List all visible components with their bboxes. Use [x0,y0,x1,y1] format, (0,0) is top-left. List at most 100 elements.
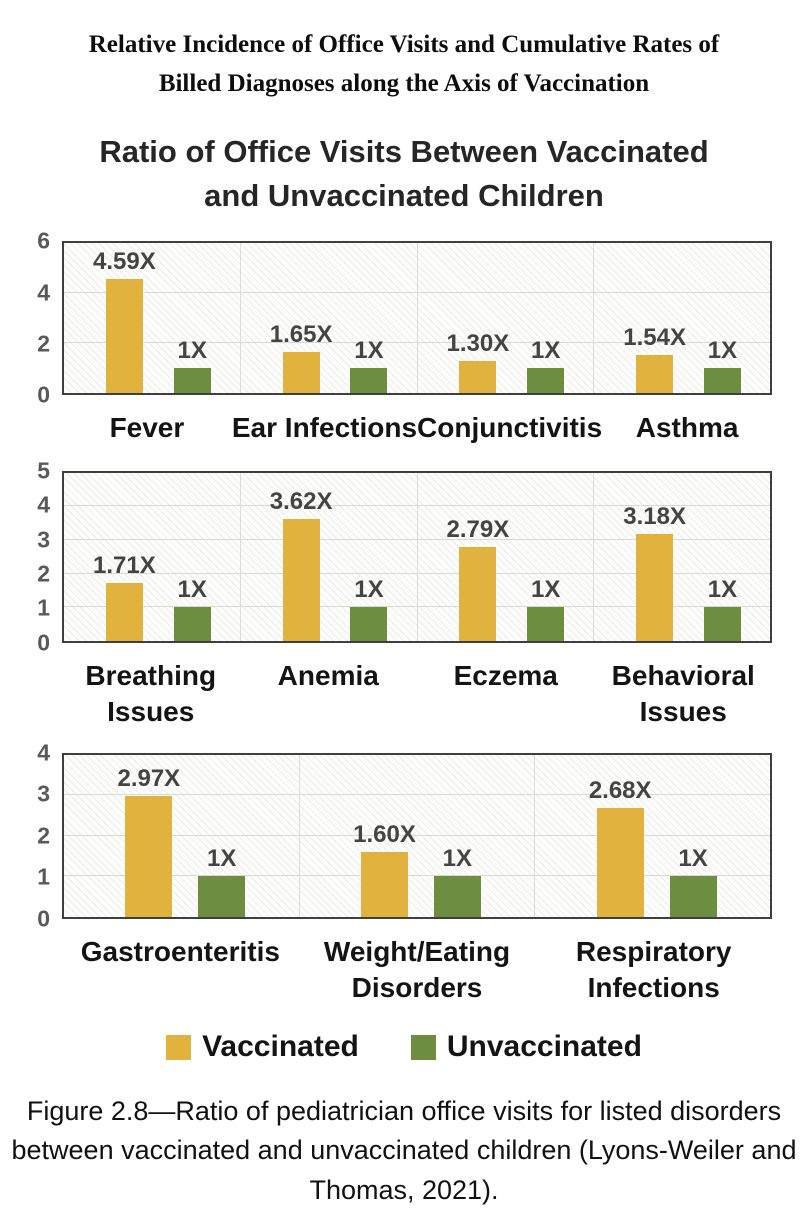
category-group: 4.59X 1X [64,243,240,394]
figure-caption-line-3: Thomas, 2021). [309,1174,499,1205]
bar-value-label: 1.54X [623,323,686,351]
category-group: 3.18X 1X [593,472,770,641]
bar-vaccinated [636,533,674,641]
chart-panel-office-visits-2: 0 1 2 3 4 5 1.71X 1X 3.62X 1X 2.79X 1X 3.18X 1X Brea… [20,459,772,731]
bar-pair: 2.97X 1X [117,755,246,917]
figure-caption-line-1: Figure 2.8—Ratio of pediatrician office … [26,1096,782,1127]
y-axis: 0 1 2 3 4 [20,741,62,930]
category-label: Gastroenteritis [62,934,299,1007]
category-group: 1.30X 1X [416,243,594,394]
bar-pair: 1.60X 1X [353,755,481,917]
bar-vaccinated [596,808,644,917]
gridline [64,834,770,836]
bar-vaccinated-wrap: 3.18X [623,473,686,641]
category-group: 2.97X 1X [64,755,299,917]
bar-value-label: 1X [678,845,708,873]
bar-value-label: 1.60X [353,820,416,848]
chart-panel-office-visits-1: 0 2 4 6 4.59X 1X 1.65X 1X 1.30X 1X 1.54X 1X Fever E… [20,229,772,446]
bar-value-label: 3.18X [623,502,686,530]
y-tick-label: 4 [37,739,50,766]
chart-legend: Vaccinated Unvaccinated [0,1030,808,1064]
y-tick-label: 1 [37,863,50,890]
category-group: 1.71X 1X [64,473,240,641]
bar-pair: 2.68X 1X [589,755,717,917]
document-title-line-1: Relative Incidence of Office Visits and … [88,31,720,58]
y-tick-label: 0 [37,629,50,656]
y-axis: 0 2 4 6 [20,229,62,406]
bar-vaccinated [125,796,173,917]
bar-unvaccinated [198,876,246,917]
bar-value-label: 2.97X [117,765,181,793]
bar-vaccinated-wrap: 1.71X [93,473,156,641]
gridline [64,794,770,796]
bar-vaccinated-wrap: 1.60X [353,755,416,917]
category-group: 1.54X 1X [593,243,770,394]
category-label-text: Behavioral Issues [611,659,755,728]
document-title-line-2: Billed Diagnoses along the Axis of Vacci… [158,69,650,97]
legend-label: Unvaccinated [446,1030,642,1064]
bar-pair: 1.30X 1X [447,243,565,394]
y-tick-label: 0 [37,905,50,932]
bar-vaccinated [459,547,497,641]
plot-area: 4.59X 1X 1.65X 1X 1.30X 1X 1.54X 1X [62,241,772,396]
category-label-text: Ear Infections [231,412,418,444]
bar-value-label: 1X [354,337,384,365]
bar-vaccinated-wrap: 1.65X [270,243,332,394]
bar-unvaccinated-wrap: 1X [198,755,246,917]
category-group: 2.79X 1X [416,472,594,641]
bar-unvaccinated [173,368,211,394]
bar-pair: 3.18X 1X [623,473,741,641]
bar-value-label: 4.59X [93,247,156,275]
category-label: Behavioral Issues [595,658,773,731]
legend-item-unvaccinated: Unvaccinated [410,1030,642,1064]
bar-vaccinated-wrap: 1.54X [623,243,686,394]
figure-caption: Figure 2.8—Ratio of pediatrician office … [0,1092,808,1209]
category-label-text: Eczema [453,659,558,691]
bar-unvaccinated-wrap: 1X [527,243,565,394]
bar-pair: 1.54X 1X [623,243,741,394]
category-axis: Fever Ear Infections Conjunctivitis Asthma [62,410,772,446]
bar-unvaccinated [527,368,565,394]
bar-vaccinated [636,354,674,394]
y-tick-label: 2 [37,330,50,357]
chart-title: Ratio of Office Visits Between Vaccinate… [0,130,808,220]
bar-vaccinated-wrap: 2.68X [589,755,652,917]
bar-unvaccinated [350,368,388,394]
y-tick-label: 0 [37,381,50,408]
category-group: 1.65X 1X [239,243,417,394]
chart-title-line-2: and Unvaccinated Children [204,178,604,214]
bar-unvaccinated-wrap: 1X [527,473,565,641]
bar-value-label: 1X [707,337,738,365]
bar-unvaccinated [669,876,717,917]
bar-value-label: 1X [354,576,384,604]
unvaccinated-color-swatch [410,1034,436,1060]
bar-unvaccinated [703,368,741,394]
bar-unvaccinated-wrap: 1X [433,755,481,917]
bar-value-label: 1.71X [93,552,156,580]
y-tick-label: 2 [37,560,50,587]
category-group: 3.62X 1X [239,472,417,641]
bar-chart: 0 2 4 6 4.59X 1X 1.65X 1X 1.30X 1X 1.54X 1X Fever E… [0,229,808,1007]
category-label: Eczema [417,658,595,731]
bar-value-label: 1X [177,576,207,604]
bar-unvaccinated-wrap: 1X [703,473,741,641]
bar-vaccinated [282,352,320,394]
bar-vaccinated [282,519,320,641]
legend-item-vaccinated: Vaccinated [166,1030,359,1064]
bar-vaccinated [361,851,408,917]
y-tick-label: 1 [37,594,50,621]
bar-unvaccinated [350,607,388,641]
bar-unvaccinated [703,607,741,641]
category-label: Asthma [602,410,772,446]
chart-panel-office-visits-3: 0 1 2 3 4 2.97X 1X 1.60X 1X 2.68X 1X Gastroenteri… [20,741,772,1007]
bar-vaccinated [105,278,143,394]
bar-unvaccinated-wrap: 1X [173,473,211,641]
category-label: Weight/Eating Disorders [299,934,536,1007]
bar-unvaccinated-wrap: 1X [669,755,717,917]
y-tick-label: 3 [37,526,50,553]
bar-value-label: 1X [207,845,237,873]
category-axis: Breathing Issues Anemia Eczema Behavioral I… [62,658,772,731]
bar-value-label: 1X [442,845,473,873]
category-label: Anemia [240,658,418,731]
category-label: Conjunctivitis [417,410,602,446]
